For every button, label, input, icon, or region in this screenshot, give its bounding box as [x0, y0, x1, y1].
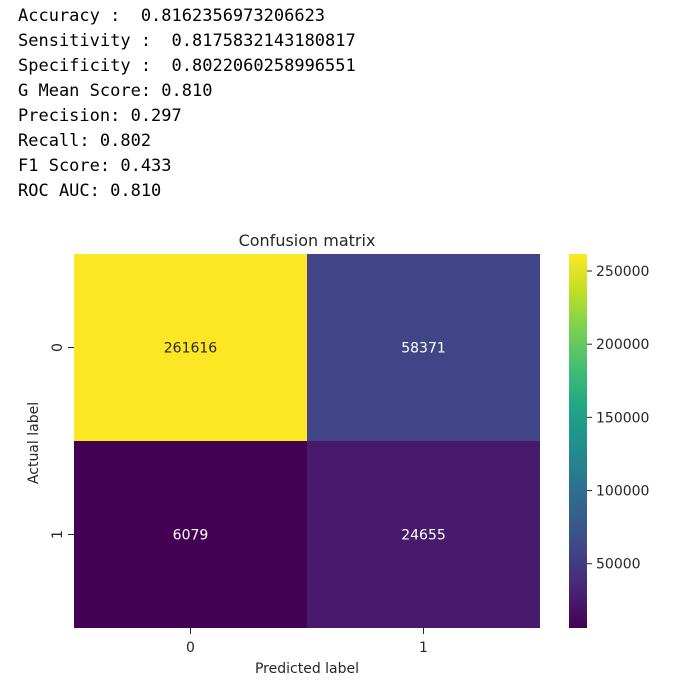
x-tick-label: 0	[186, 640, 195, 656]
colorbar-tick-label: 100000	[596, 484, 649, 500]
cell-value-label: 24655	[401, 528, 446, 544]
metric-g-mean: G Mean Score: 0.810	[18, 81, 213, 101]
metric-sensitivity: Sensitivity : 0.8175832143180817	[18, 31, 356, 51]
heatmap-cell	[307, 254, 540, 441]
cell-output: Accuracy : 0.8162356973206623 Sensitivit…	[18, 4, 356, 204]
metric-recall: Recall: 0.802	[18, 131, 152, 151]
y-tick-label: 1	[50, 530, 66, 539]
heatmap-cell	[74, 254, 307, 441]
metric-precision: Precision: 0.297	[18, 106, 182, 126]
colorbar-tick-label: 200000	[596, 337, 649, 353]
colorbar-ticks: 50000 100000 150000 200000 250000	[587, 264, 649, 573]
colorbar-tick-label: 50000	[596, 557, 641, 573]
colorbar	[569, 254, 587, 628]
metric-specificity: Specificity : 0.8022060258996551	[18, 56, 356, 76]
colorbar-tick-label: 250000	[596, 264, 649, 280]
heatmap-cell	[74, 441, 307, 628]
cell-value-label: 58371	[401, 341, 446, 357]
metric-f1: F1 Score: 0.433	[18, 156, 172, 176]
y-axis-label: Actual label	[26, 402, 42, 484]
cell-value-label: 6079	[173, 528, 209, 544]
metric-roc-auc: ROC AUC: 0.810	[18, 181, 162, 201]
cell-value-label: 261616	[164, 341, 218, 357]
metric-accuracy: Accuracy : 0.8162356973206623	[18, 6, 326, 26]
x-tick-label: 1	[419, 640, 428, 656]
heatmap-cells: 261616 58371 6079 24655	[74, 254, 540, 628]
x-axis-label: Predicted label	[255, 661, 359, 677]
heatmap-cell	[307, 441, 540, 628]
y-tick-label: 0	[50, 343, 66, 352]
y-axis: 01	[50, 343, 74, 539]
chart-title: Confusion matrix	[239, 231, 376, 250]
colorbar-tick-label: 150000	[596, 410, 649, 426]
